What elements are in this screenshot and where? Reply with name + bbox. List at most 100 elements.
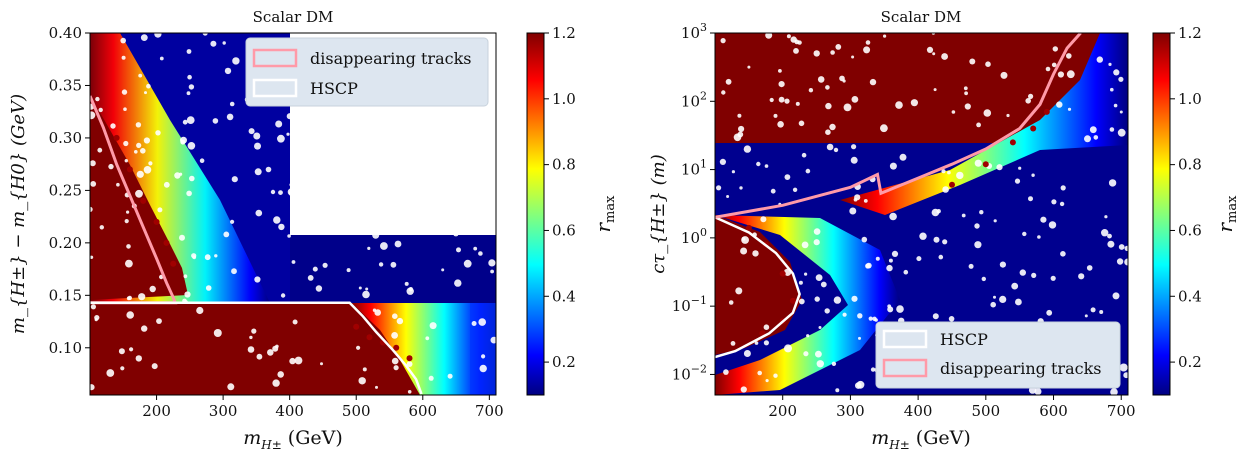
scatter-gap: [951, 110, 956, 114]
legend-box: [245, 37, 489, 107]
scatter-gap: [138, 293, 146, 301]
scatter-gap: [337, 227, 341, 231]
scatter-gap: [452, 127, 456, 131]
colorbar-tick-label: 0.4: [1178, 287, 1202, 305]
scatter-gap: [204, 254, 211, 261]
scatter-gap: [163, 181, 170, 188]
scatter-gap: [205, 285, 212, 291]
scatter-gap: [740, 247, 748, 255]
scatter-gap: [356, 345, 361, 350]
scatter-gap: [1107, 240, 1115, 248]
scatter-gap: [1109, 127, 1115, 132]
scatter-gap: [487, 127, 491, 131]
scatter-gap: [1048, 221, 1057, 229]
x-tick-label: 700: [1107, 402, 1136, 420]
scatter-gap: [933, 88, 937, 92]
scatter-gap: [926, 46, 934, 54]
scatter-gap: [187, 142, 196, 150]
scatter-gap: [757, 370, 762, 376]
scatter-gap: [895, 101, 903, 109]
scatter-point-highlight: [779, 270, 786, 277]
scatter-gap: [850, 156, 858, 164]
legend-box: [875, 321, 1121, 389]
scatter-gap: [179, 172, 183, 176]
scatter-gap: [90, 111, 96, 120]
scatter-point-highlight: [140, 197, 147, 204]
scatter-gap: [983, 109, 992, 117]
scatter-gap: [136, 170, 144, 178]
scatter-gap: [842, 79, 846, 83]
scatter-gap: [343, 165, 349, 170]
scatter-gap: [212, 118, 219, 124]
scatter-gap: [127, 295, 132, 301]
scatter-gap: [784, 174, 791, 181]
scatter-gap: [868, 316, 873, 321]
scatter-gap: [1099, 310, 1104, 314]
scatter-gap: [815, 274, 823, 281]
colorbar-tick-label: 1.0: [552, 90, 576, 108]
scatter-gap: [863, 46, 871, 54]
scatter-gap: [996, 164, 1003, 171]
scatter-gap: [1046, 309, 1053, 316]
scatter-speckles: [716, 33, 1128, 395]
scatter-point-highlight: [406, 355, 413, 362]
scatter-gap: [302, 145, 306, 149]
scatter-gap: [870, 367, 876, 372]
chart-panel-mass-splitting: Scalar DM 200 300 400 500 600 700 0.10 0.15 0.2…: [8, 8, 618, 452]
scatter-gap: [798, 298, 805, 305]
scatter-gap: [1052, 46, 1059, 52]
scatter-gap: [891, 250, 899, 257]
scatter-gap: [999, 261, 1007, 268]
scatter-cloud-lower-far-right: [470, 303, 496, 395]
legend-label: HSCP: [940, 330, 988, 349]
scatter-gap: [813, 239, 820, 246]
scatter-gap: [1000, 71, 1008, 79]
scatter-gap: [1101, 229, 1109, 237]
scatter-gap: [312, 266, 318, 272]
scatter-gap: [777, 121, 784, 128]
legend-label: disappearing tracks: [940, 359, 1101, 378]
y-tick-label: 10−2: [672, 362, 707, 383]
colorbar-tick-label: 1.0: [1178, 90, 1202, 108]
scatter-gap: [90, 255, 94, 259]
scatter-gap: [813, 228, 821, 235]
y-tick-label: 0.15: [49, 286, 82, 304]
scatter-gap: [391, 357, 399, 365]
scatter-gap: [255, 209, 263, 217]
scatter-gap: [948, 316, 955, 322]
legend-swatch-disappearing-tracks: [252, 48, 298, 68]
x-tick-label: 600: [1039, 402, 1068, 420]
scatter-gap: [320, 362, 323, 366]
scatter-gap: [1084, 135, 1091, 143]
scatter-gap: [752, 250, 759, 257]
legend-label: disappearing tracks: [310, 49, 471, 68]
scatter-gap: [319, 136, 324, 141]
scatter-point-highlight: [949, 181, 955, 188]
scatter-gap: [803, 351, 809, 357]
scatter-gap: [256, 353, 263, 360]
scatter-gap: [307, 275, 314, 281]
scatter-gap: [404, 281, 409, 286]
x-tick-label: 200: [768, 402, 797, 420]
scatter-gap: [405, 130, 413, 138]
scatter-gap: [815, 350, 822, 358]
colorbar-tick-label: 0.8: [1178, 156, 1202, 174]
scatter-gap: [95, 96, 100, 102]
scatter-gap: [478, 217, 482, 221]
scatter-gap: [144, 91, 147, 95]
x-axis-ticks: 200 300 400 500 600 700: [142, 395, 504, 420]
axes-frame: [714, 32, 1129, 396]
scatter-gap: [801, 241, 809, 249]
scatter-gap: [1028, 93, 1034, 99]
colorbar-label: rmax: [1213, 195, 1240, 233]
y-tick-label: 0.10: [49, 339, 82, 357]
colorbar-tick-label: 0.2: [552, 353, 576, 371]
scatter-gap: [1117, 128, 1126, 137]
scatter-gap: [969, 58, 976, 65]
scatter-gap: [1067, 107, 1072, 111]
scatter-gap: [359, 159, 367, 166]
scatter-gap: [829, 123, 836, 131]
scatter-gap: [824, 308, 830, 314]
scatter-gap: [471, 321, 477, 326]
